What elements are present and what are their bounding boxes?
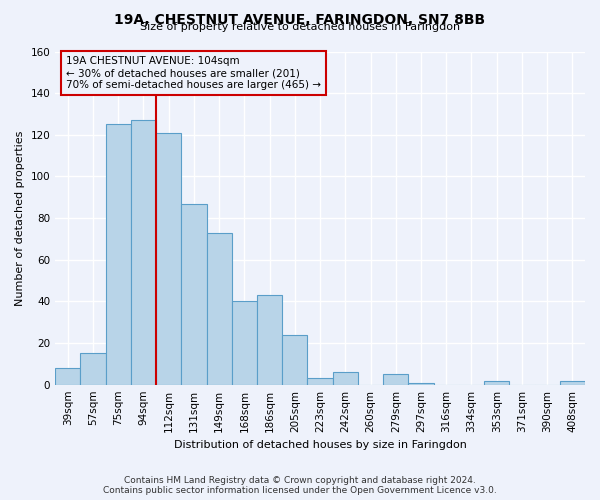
Bar — [307, 378, 332, 384]
Bar — [181, 204, 206, 384]
Bar — [383, 374, 409, 384]
Bar — [332, 372, 358, 384]
Bar — [409, 382, 434, 384]
Y-axis label: Number of detached properties: Number of detached properties — [15, 130, 25, 306]
Bar — [282, 334, 307, 384]
Text: Contains HM Land Registry data © Crown copyright and database right 2024.
Contai: Contains HM Land Registry data © Crown c… — [103, 476, 497, 495]
Bar — [156, 132, 181, 384]
Bar — [232, 302, 257, 384]
Bar — [80, 354, 106, 384]
Bar — [206, 232, 232, 384]
Text: 19A CHESTNUT AVENUE: 104sqm
← 30% of detached houses are smaller (201)
70% of se: 19A CHESTNUT AVENUE: 104sqm ← 30% of det… — [66, 56, 321, 90]
Bar — [106, 124, 131, 384]
Text: Size of property relative to detached houses in Faringdon: Size of property relative to detached ho… — [140, 22, 460, 32]
Bar — [131, 120, 156, 384]
X-axis label: Distribution of detached houses by size in Faringdon: Distribution of detached houses by size … — [173, 440, 467, 450]
Bar — [484, 380, 509, 384]
Bar — [55, 368, 80, 384]
Bar — [257, 295, 282, 384]
Text: 19A, CHESTNUT AVENUE, FARINGDON, SN7 8BB: 19A, CHESTNUT AVENUE, FARINGDON, SN7 8BB — [115, 12, 485, 26]
Bar — [560, 380, 585, 384]
